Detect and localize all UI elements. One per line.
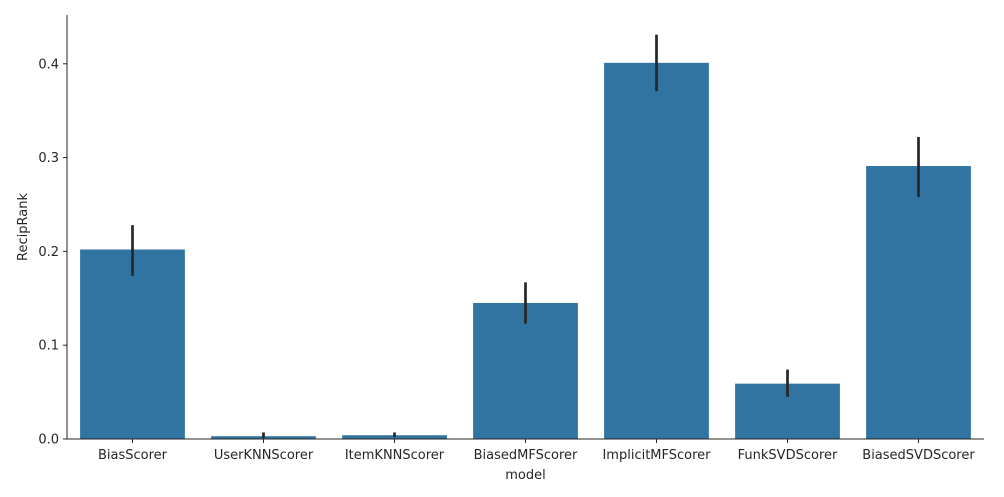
bar-BiasScorer: [80, 249, 185, 439]
y-tick-label: 0.3: [38, 151, 59, 166]
x-tick-label: BiasScorer: [98, 448, 168, 463]
bar-BiasedMFScorer: [473, 302, 578, 439]
bar-ImplicitMFScorer: [604, 62, 709, 440]
bars-group: [80, 62, 971, 440]
x-ticks-group: BiasScorer UserKNNScorer ItemKNNScorer Bias…: [98, 439, 975, 463]
error-bars-group: [131, 34, 920, 439]
bar-BiasedSVDScorer: [866, 166, 971, 439]
x-tick-label: ImplicitMFScorer: [602, 448, 711, 463]
y-tick-label: 0.0: [38, 433, 59, 448]
y-ticks-group: 0.0 0.1 0.2 0.3 0.4: [38, 57, 67, 448]
y-tick-label: 0.4: [38, 57, 59, 72]
x-tick-label: BiasedSVDScorer: [862, 448, 975, 463]
x-tick-label: BiasedMFScorer: [474, 448, 578, 463]
y-axis-label: RecipRank: [16, 193, 31, 261]
y-tick-label: 0.2: [38, 245, 59, 260]
x-tick-label: UserKNNScorer: [214, 448, 314, 463]
y-tick-label: 0.1: [38, 339, 59, 354]
x-tick-label: ItemKNNScorer: [345, 448, 445, 463]
x-tick-label: FunkSVDScorer: [738, 448, 838, 463]
x-axis-label: model: [505, 468, 545, 483]
